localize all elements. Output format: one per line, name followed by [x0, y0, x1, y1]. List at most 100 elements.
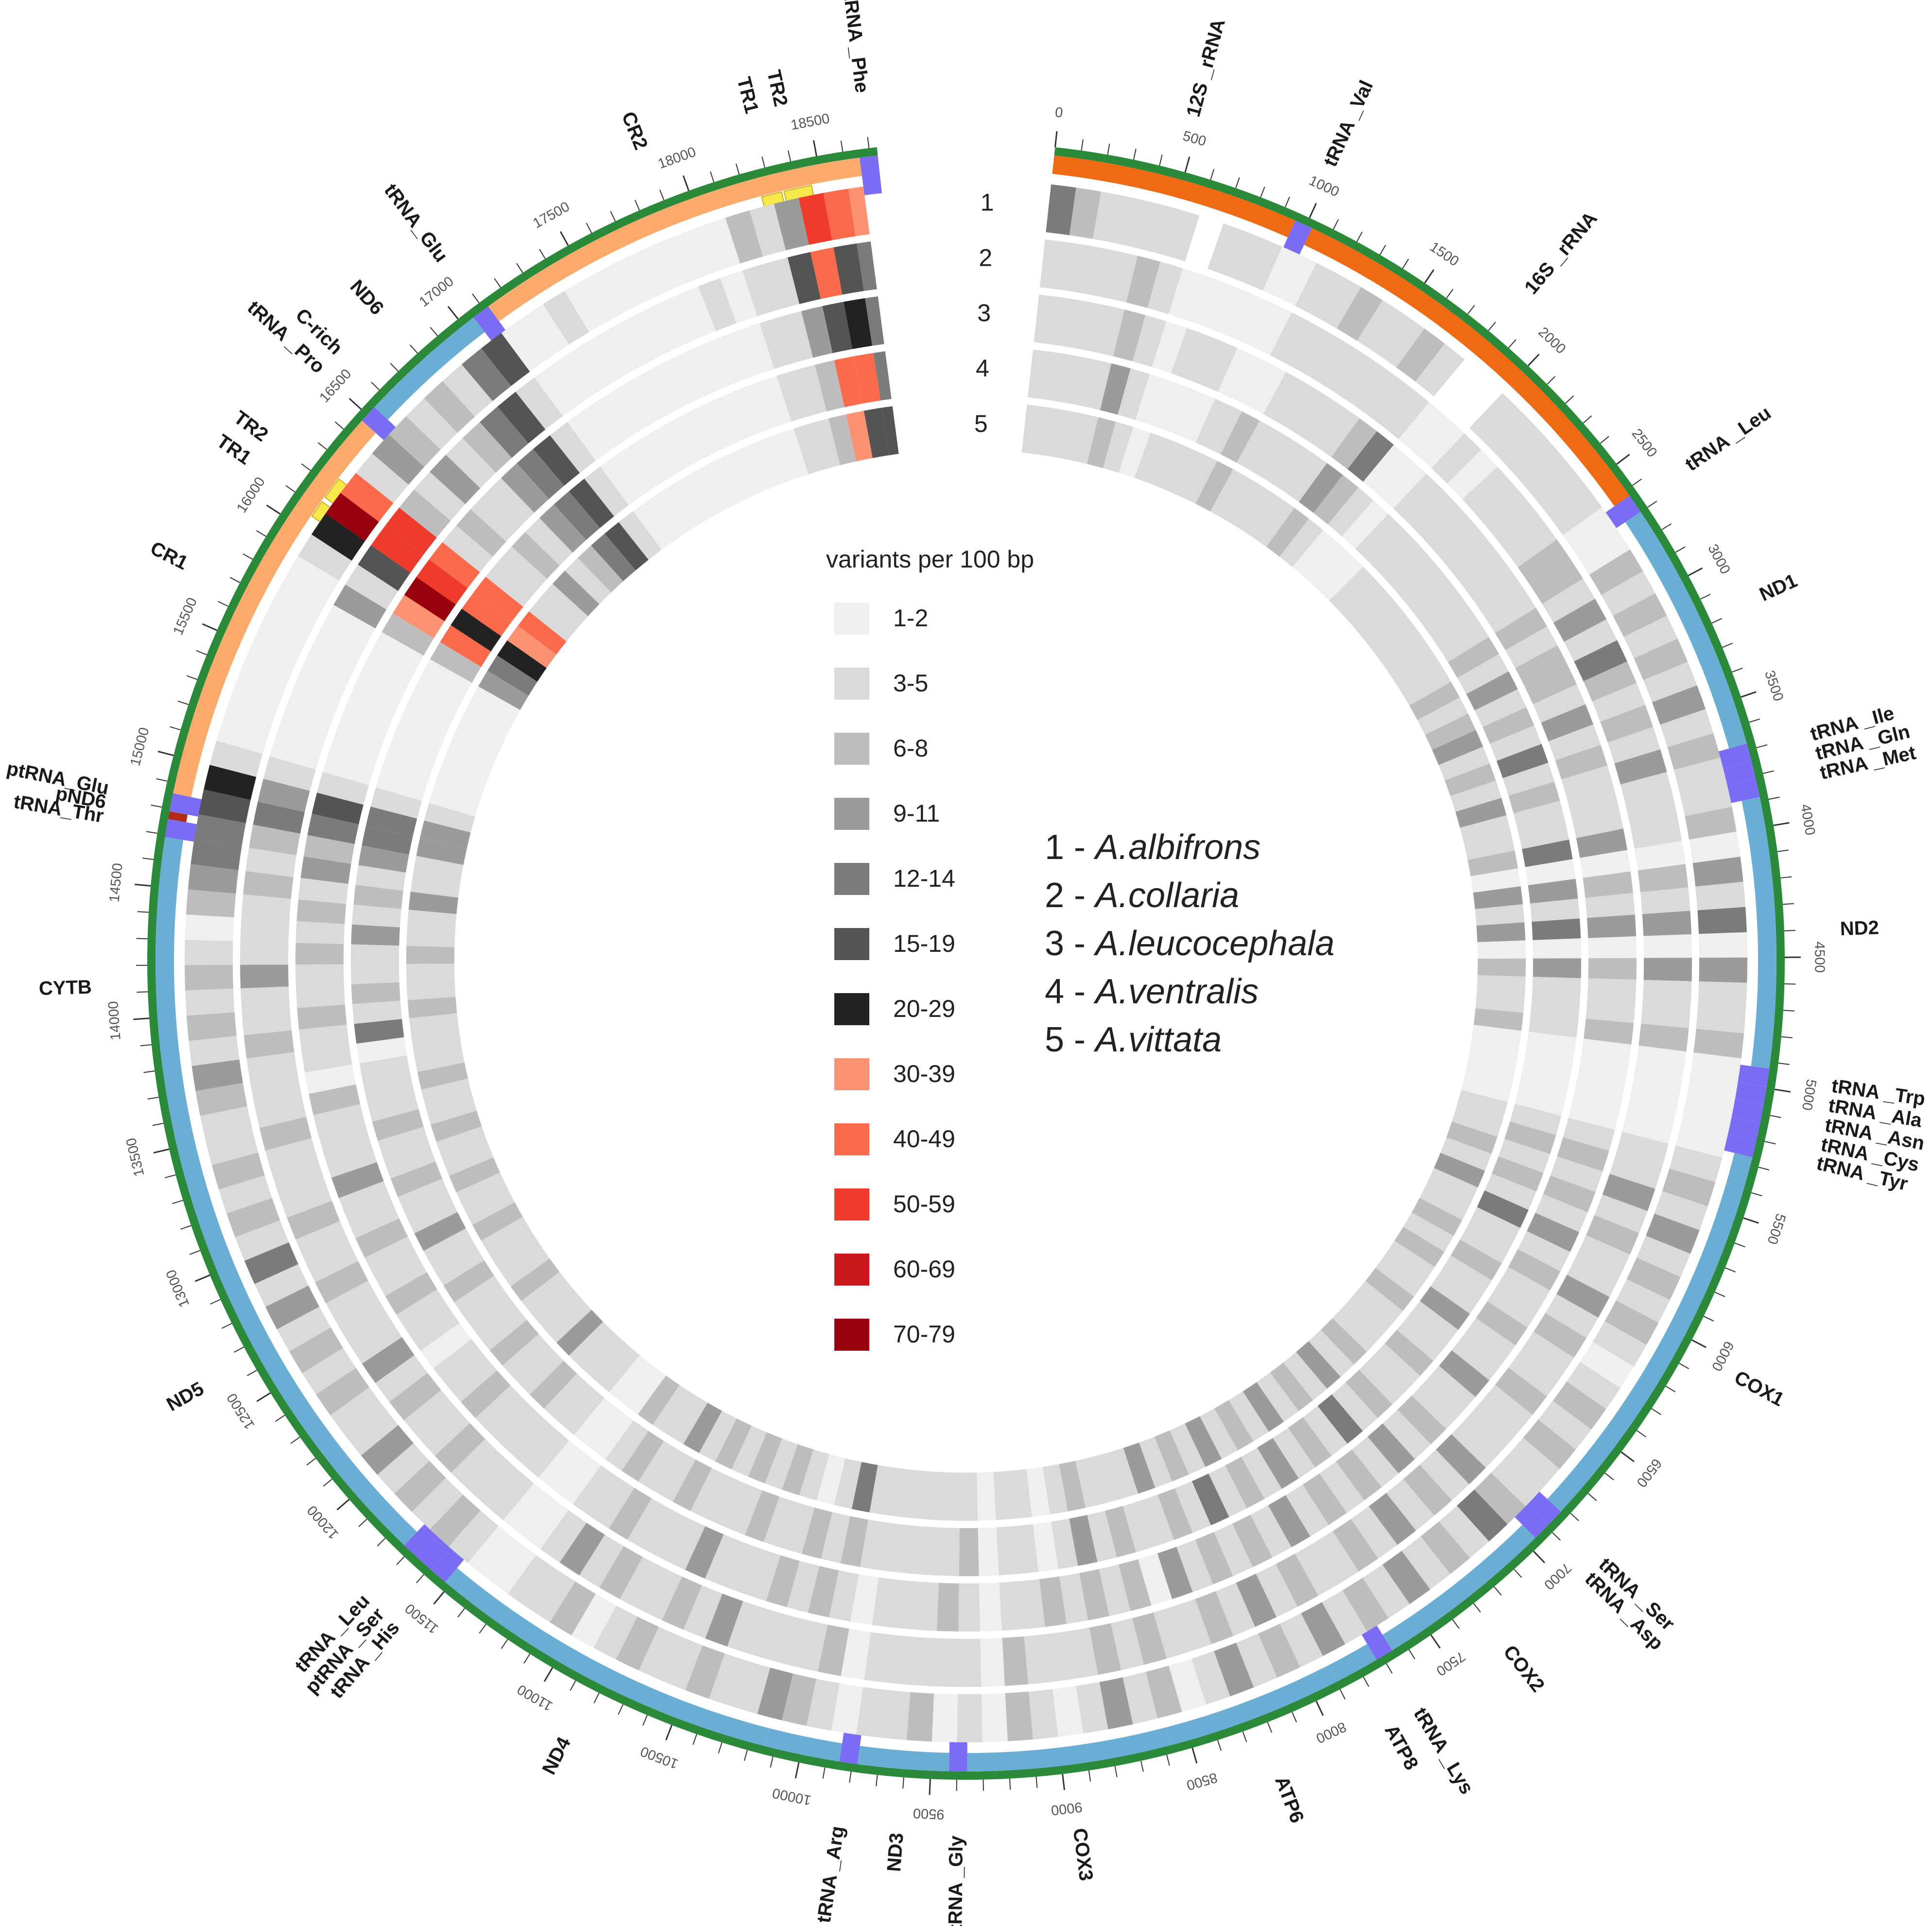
heatmap-cell: [1515, 1032, 1577, 1116]
heatmap-cell: [774, 198, 809, 251]
legend-label: 1-2: [893, 604, 928, 632]
heatmap-cell: [1331, 418, 1377, 469]
heatmap-cell: [1643, 662, 1697, 703]
heatmap-cell: [595, 1344, 640, 1393]
heatmap-cell: [608, 1488, 652, 1540]
heatmap-cell: [1531, 995, 1580, 1018]
heatmap-cell: [1270, 1362, 1313, 1411]
tick-label: 14000: [105, 1000, 124, 1041]
heatmap-cell: [1622, 1045, 1687, 1144]
minor-tick: [659, 189, 665, 201]
heatmap-cell: [1616, 1132, 1669, 1167]
heatmap-cell: [259, 1117, 312, 1151]
heatmap-cell: [240, 918, 290, 943]
heatmap-cell: [467, 1526, 536, 1594]
minor-tick: [1446, 289, 1454, 299]
heatmap-cell: [1382, 1550, 1431, 1604]
heatmap-cell: [1555, 744, 1607, 780]
gene-label-cr2: CR2: [618, 109, 652, 153]
heatmap-cell: [690, 1468, 729, 1520]
heatmap-cell: [528, 1568, 576, 1622]
heatmap-cell: [1225, 1457, 1265, 1509]
heatmap-cell: [295, 943, 344, 965]
heatmap-cell: [661, 1636, 703, 1690]
heatmap-cell: [1139, 202, 1175, 255]
heatmap-cell: [1289, 323, 1333, 377]
heatmap-cell: [569, 479, 614, 528]
heatmap-cell: [1220, 411, 1260, 463]
heatmap-cell: [487, 655, 537, 696]
legend-item: 3-5: [834, 668, 928, 700]
gene-label-nd2: ND2: [1840, 917, 1880, 940]
heatmap-cell: [365, 807, 417, 837]
minor-tick: [1762, 770, 1774, 774]
major-tick: [447, 306, 459, 320]
species-number: 2 -: [1045, 876, 1095, 915]
heatmap-cell: [1034, 294, 1061, 345]
heatmap-cell: [431, 1110, 482, 1142]
minor-tick: [1133, 148, 1137, 160]
heatmap-cell: [959, 1472, 978, 1521]
heatmap-cell: [211, 1152, 265, 1189]
heatmap-cell: [599, 1546, 643, 1599]
legend-label: 9-11: [893, 800, 940, 827]
heatmap-cell: [1396, 328, 1445, 382]
heatmap-cell: [424, 803, 475, 833]
heatmap-cell: [856, 1687, 887, 1738]
legend-item: 30-39: [834, 1058, 955, 1090]
heatmap-cell: [1119, 427, 1151, 478]
heatmap-cell: [899, 1525, 923, 1575]
heatmap-cell: [1239, 487, 1295, 547]
heatmap-cell: [1308, 1330, 1354, 1377]
heatmap-cell: [556, 1309, 604, 1356]
heatmap-cell: [846, 411, 873, 462]
heatmap-cell: [462, 348, 511, 401]
heatmap-cell: [1256, 1372, 1299, 1422]
heatmap-cell: [1567, 1255, 1621, 1297]
heatmap-cell: [1100, 363, 1131, 415]
heatmap-cell: [358, 845, 409, 873]
heatmap-cell: [1495, 1367, 1547, 1415]
major-tick: [348, 397, 362, 410]
heatmap-cell: [1087, 1511, 1117, 1562]
major-tick: [1054, 131, 1058, 148]
heatmap-cell: [1283, 1352, 1328, 1400]
minor-tick: [1570, 1513, 1579, 1521]
heatmap-cell: [558, 1386, 604, 1435]
heatmap-cell: [1327, 347, 1392, 413]
heatmap-cell: [1208, 1465, 1247, 1517]
heatmap-cell: [1460, 1223, 1512, 1263]
minor-tick: [151, 804, 162, 808]
major-tick: [665, 1724, 673, 1740]
heatmap-cell: [522, 1427, 569, 1478]
heatmap-cell: [1464, 1318, 1516, 1363]
species-name: A.ventralis: [1093, 972, 1259, 1011]
major-tick: [1773, 822, 1790, 826]
heatmap-cell: [1592, 683, 1645, 722]
heatmap-cell: [500, 1245, 550, 1287]
tick-label: 9500: [913, 1805, 945, 1822]
heatmap-cell: [1626, 1257, 1681, 1300]
heatmap-cell: [1553, 599, 1607, 642]
heatmap-cell: [1252, 430, 1294, 482]
heatmap-cell: [1153, 1606, 1190, 1659]
heatmap-cell: [1527, 1213, 1580, 1252]
heatmap-cell: [430, 1494, 481, 1547]
heatmap-cell: [269, 604, 376, 770]
heatmap-cell: [323, 632, 424, 786]
heatmap-cell: [749, 204, 786, 257]
heatmap-cell: [412, 1478, 463, 1530]
heatmap-cell: [1583, 661, 1637, 702]
legend-label: 40-49: [893, 1125, 955, 1152]
major-tick: [1430, 1634, 1441, 1649]
heatmap-cell: [1419, 1286, 1470, 1330]
heatmap-cell: [1268, 1495, 1311, 1548]
heatmap-cell: [1021, 404, 1045, 455]
tick-label: 5500: [1764, 1212, 1789, 1246]
tick-label: 6000: [1708, 1339, 1737, 1374]
heatmap-cell: [1403, 1212, 1454, 1252]
heatmap-cell: [1462, 466, 1529, 533]
heatmap-cell: [1005, 1691, 1033, 1741]
heatmap-cell: [565, 558, 611, 604]
heatmap-cell: [206, 1129, 259, 1165]
